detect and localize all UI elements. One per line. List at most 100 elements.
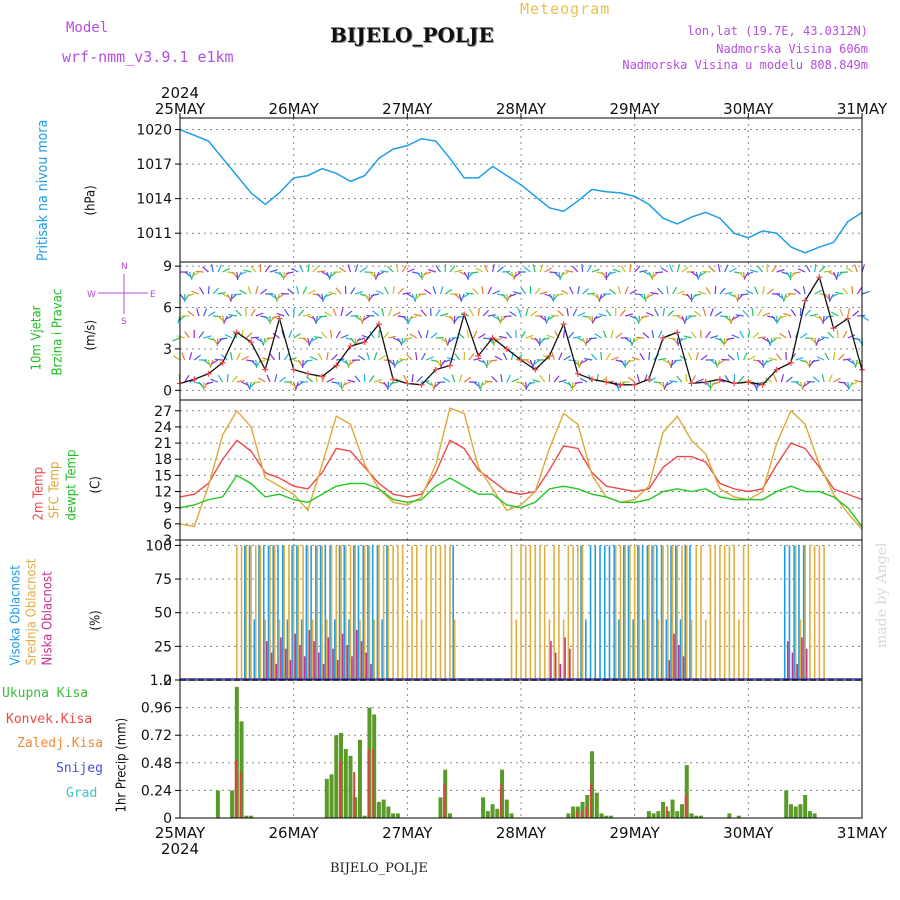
temp-tick-label: 15 [154, 468, 172, 484]
wind-direction-arrow [255, 312, 264, 317]
wind-direction-arrow [565, 269, 574, 273]
wind-direction-arrow [828, 374, 833, 383]
wind-direction-arrow [625, 313, 634, 317]
wind-speed-point [489, 334, 496, 341]
wind-direction-arrow [255, 286, 259, 295]
wind-direction-arrow [378, 355, 386, 361]
wind-direction-arrow [499, 315, 503, 324]
wind-direction-arrow [629, 263, 632, 273]
wind-direction-arrow [558, 379, 567, 383]
wind-direction-arrow [854, 264, 858, 273]
wind-speed-point [560, 321, 567, 328]
wind-direction-arrow [548, 293, 555, 302]
wind-direction-arrow [481, 286, 484, 295]
wind-direction-arrow [804, 309, 811, 317]
wind-direction-arrow [743, 379, 752, 383]
wind-direction-arrow [831, 311, 839, 317]
wind-direction-arrow [318, 315, 327, 318]
wind-speed-point [773, 366, 780, 373]
wind-direction-arrow [837, 353, 845, 361]
wind-direction-arrow [768, 357, 777, 361]
wind-direction-arrow [814, 289, 822, 295]
wind-direction-arrow [660, 267, 669, 273]
precip-total-bar [680, 804, 685, 818]
wind-direction-arrow [832, 351, 836, 361]
wind-speed-point [660, 334, 667, 341]
wind-direction-arrow [404, 337, 413, 340]
wind-direction-arrow [648, 271, 654, 280]
wind-direction-arrow [486, 359, 489, 369]
wind-direction-arrow [230, 293, 233, 302]
wind-direction-arrow [676, 375, 683, 383]
compass-n: N [121, 262, 128, 272]
wind-direction-arrow [347, 379, 356, 383]
wind-direction-arrow [306, 376, 314, 383]
wind-direction-arrow [312, 293, 321, 296]
precip-total-bar [329, 774, 334, 818]
wind-direction-arrow [181, 352, 186, 361]
wind-speed-point [731, 380, 738, 387]
wind-direction-arrow [227, 271, 236, 274]
legend-snow: Snijeg [56, 761, 103, 776]
precip-total-bar [694, 815, 699, 818]
wind-direction-arrow [700, 354, 708, 361]
wind-direction-arrow [842, 381, 850, 389]
wind-direction-arrow [738, 375, 745, 383]
wind-direction-arrow [414, 293, 418, 302]
wind-direction-arrow [506, 293, 513, 302]
wind-direction-arrow [317, 270, 326, 273]
wind-direction-arrow [191, 271, 200, 277]
cloud-tick-label: 25 [154, 639, 172, 655]
wind-direction-arrow [500, 374, 503, 383]
model-altitude-label: Nadmorska Visina u modelu 808.849m [622, 58, 868, 72]
wind-direction-arrow [293, 333, 301, 339]
wind-direction-arrow [677, 290, 685, 295]
wind-direction-arrow [368, 375, 375, 383]
wind-direction-arrow [454, 269, 463, 273]
precip-convective-bar [575, 811, 578, 818]
wind-direction-arrow [483, 264, 489, 273]
wind-direction-arrow [473, 330, 478, 339]
wind-direction-arrow [373, 352, 378, 361]
precip-total-bar [376, 801, 381, 818]
wind-direction-arrow [723, 337, 726, 347]
wind-direction-arrow [724, 264, 729, 273]
wind-direction-arrow [207, 285, 210, 295]
wind-direction-arrow [702, 308, 707, 317]
wind-direction-arrow [511, 378, 520, 383]
wind-direction-arrow [731, 315, 740, 321]
precip-total-bar [509, 813, 514, 818]
precip-total-bar [357, 739, 362, 818]
wind-direction-arrow [285, 271, 294, 275]
bottom-date-label: 26MAY [269, 824, 320, 842]
wind-direction-arrow [177, 315, 186, 322]
wind-direction-arrow [172, 337, 181, 342]
wind-direction-arrow [739, 330, 745, 339]
wind-direction-arrow [221, 354, 228, 361]
wind-direction-arrow [811, 359, 820, 363]
wind-direction-arrow [244, 307, 247, 317]
precip-tick-label: 0.96 [141, 701, 172, 717]
precip-total-bar [727, 813, 732, 818]
wind-speed-point [546, 352, 553, 359]
wind-direction-arrow [566, 308, 569, 317]
wind-direction-arrow [854, 359, 858, 368]
wind-direction-arrow [599, 293, 607, 300]
wind-direction-arrow [179, 293, 186, 301]
wind-direction-arrow [399, 358, 408, 361]
wind-direction-arrow [745, 289, 754, 295]
wind-direction-arrow [581, 263, 584, 273]
wind-direction-arrow [332, 308, 337, 317]
wind-direction-arrow [236, 352, 241, 361]
wind-direction-arrow [762, 312, 771, 317]
wind-direction-arrow [236, 271, 243, 280]
wind-speed-point [319, 373, 326, 380]
wind-direction-arrow [402, 315, 409, 323]
wind-direction-arrow [331, 381, 340, 384]
wind-direction-arrow [435, 309, 441, 317]
wind-speed-point [404, 380, 411, 387]
wind-direction-arrow [402, 374, 408, 383]
wind-direction-arrow [852, 310, 860, 317]
wind-direction-arrow [748, 355, 756, 361]
wind-speed-point [432, 366, 439, 373]
